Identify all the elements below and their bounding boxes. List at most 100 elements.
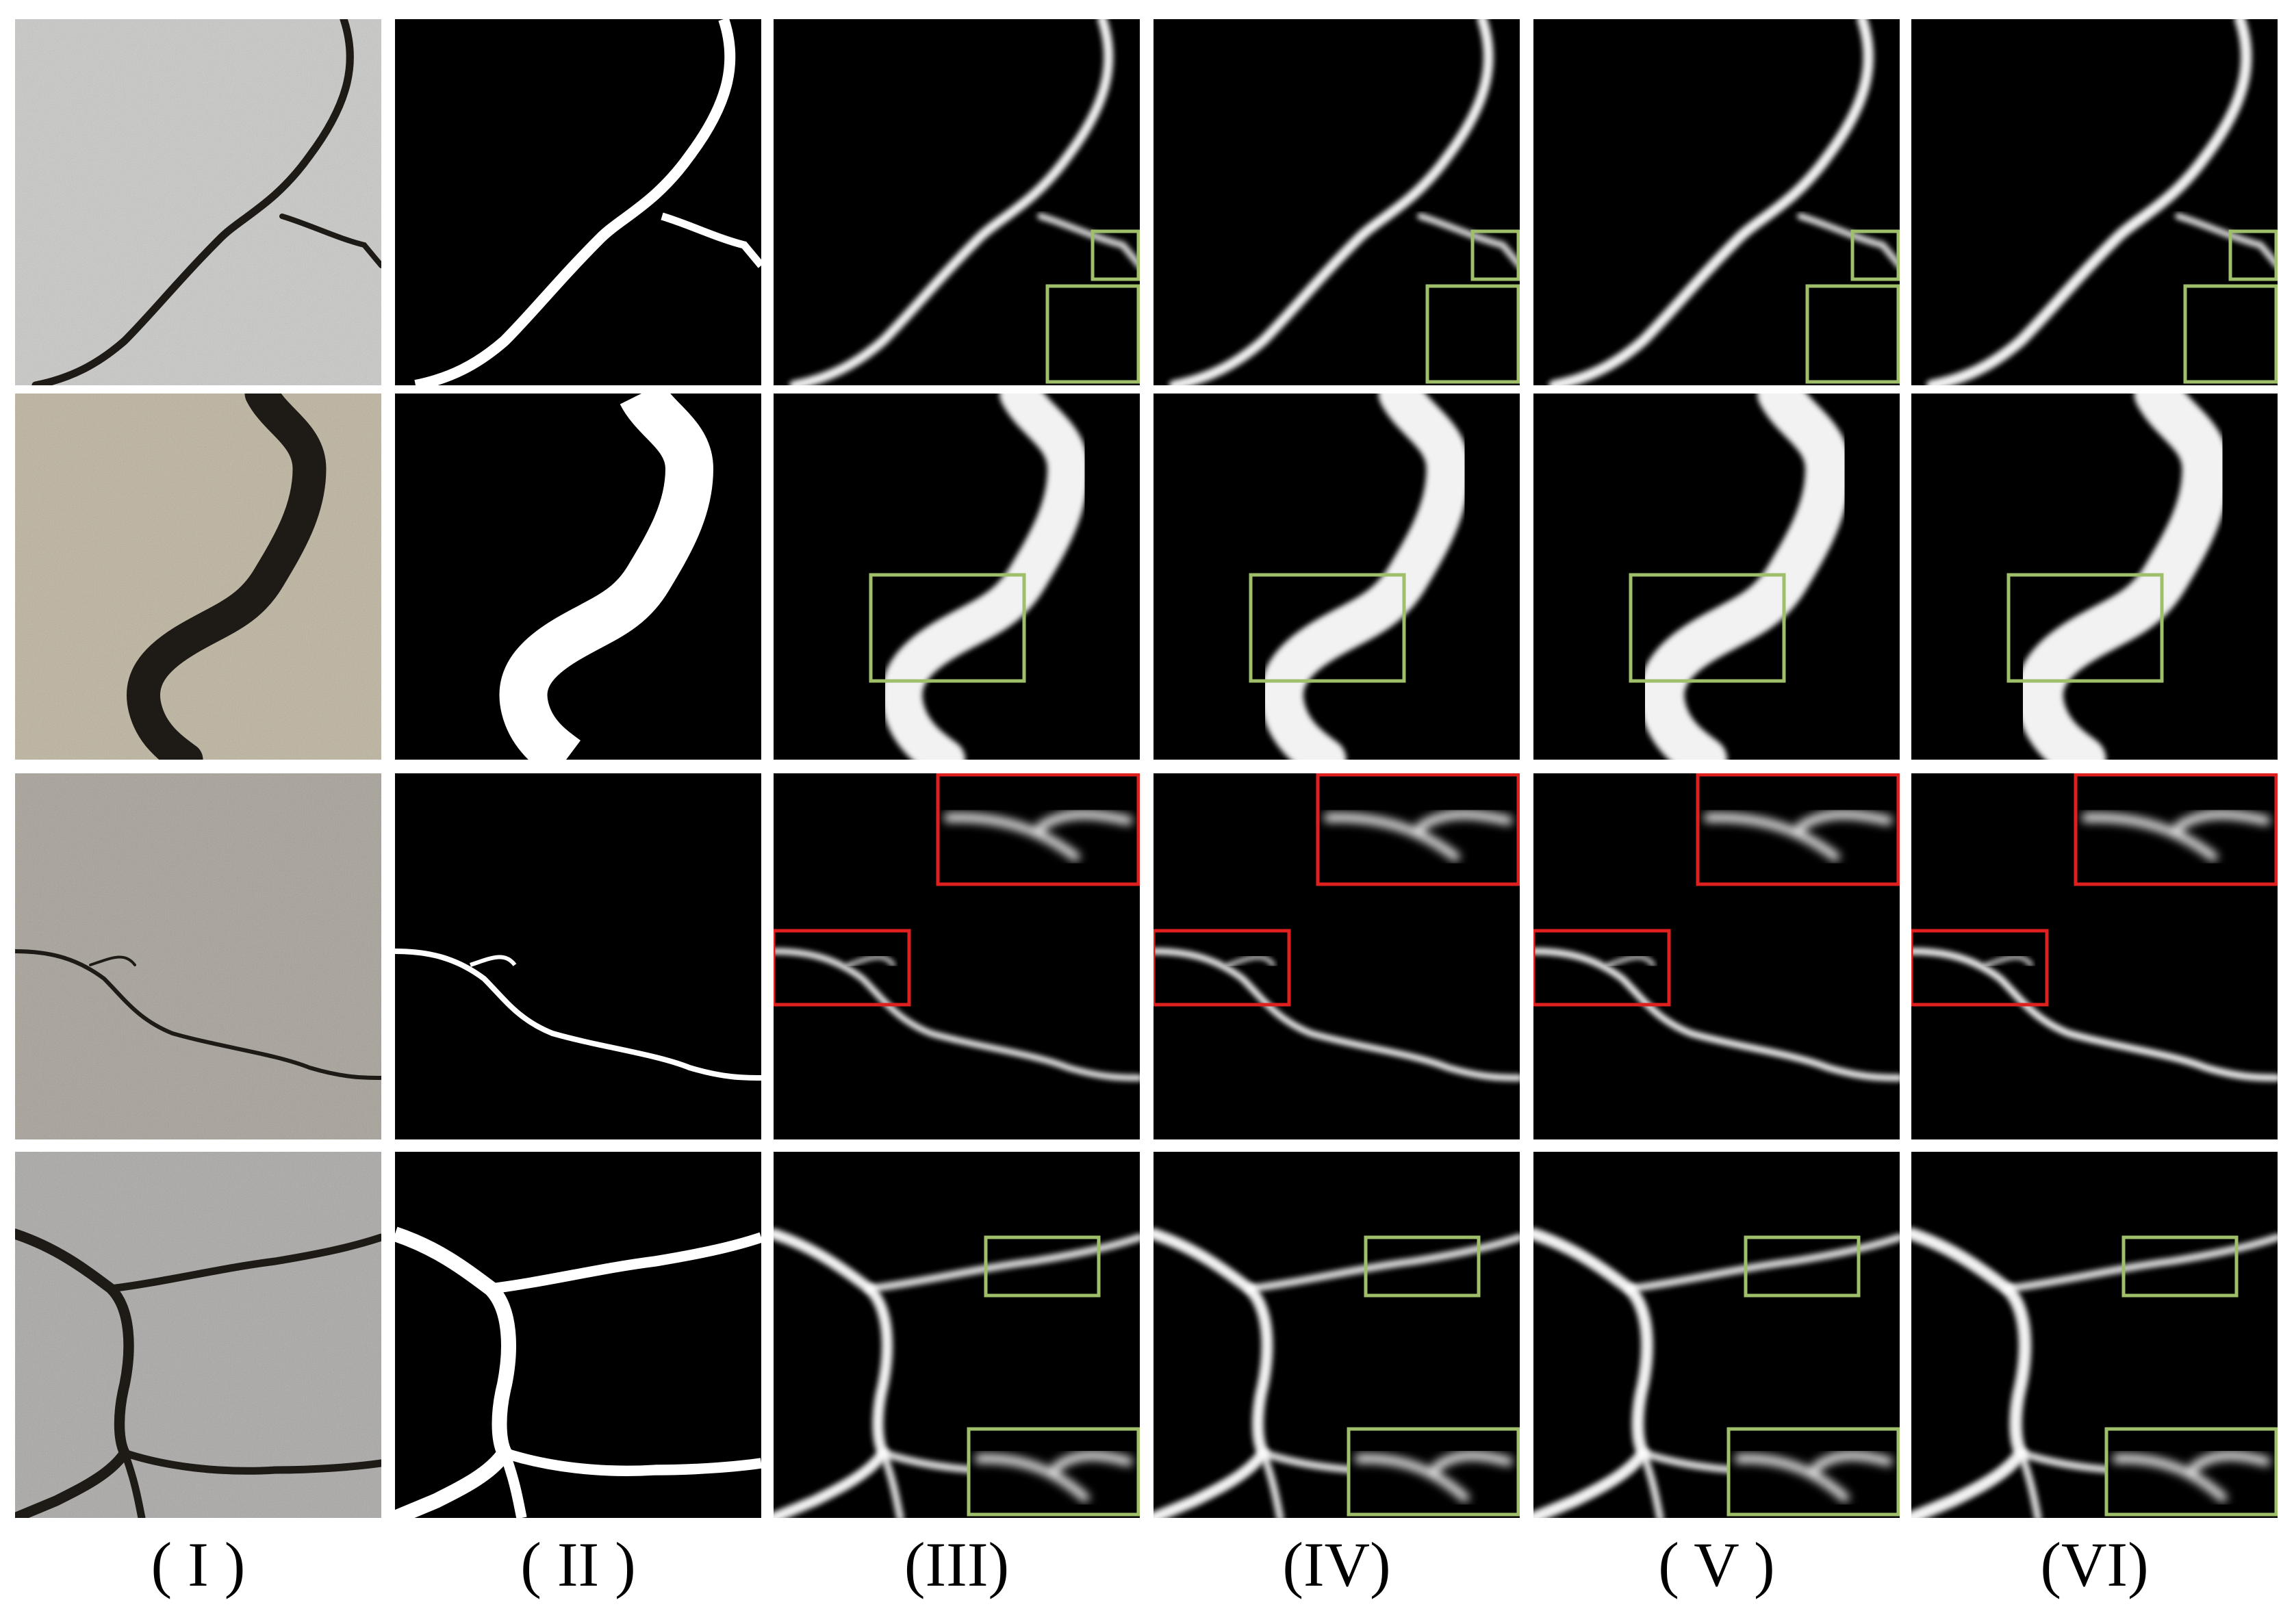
photo-crack-branch <box>107 1233 381 1518</box>
red-highlight-box <box>2074 773 2278 886</box>
column-label-4: (IV) <box>1282 1530 1391 1599</box>
zoom-inset-crack <box>2113 1451 2271 1504</box>
predicted-crack-branch <box>846 955 896 968</box>
surface-texture <box>15 773 381 1139</box>
column-label-6: (VI) <box>2040 1530 2149 1599</box>
ground-truth-crack-branch <box>490 1232 761 1518</box>
predicted-crack <box>1549 19 1874 385</box>
green-highlight-box <box>1470 229 1520 281</box>
prediction-background <box>1533 19 1900 385</box>
row-4-prediction-panel-5 <box>1533 1152 1900 1518</box>
green-highlight-box <box>1425 284 1520 384</box>
predicted-crack <box>1533 948 1900 1081</box>
photo-crack <box>15 949 381 1080</box>
ground-truth-crack-branch <box>661 212 761 268</box>
predicted-crack <box>774 948 1140 1081</box>
column-label-5: ( V ) <box>1658 1530 1775 1599</box>
predicted-crack-branch <box>2175 213 2278 269</box>
red-highlight-box <box>1533 929 1671 1007</box>
zoom-inset-crack <box>975 1451 1133 1504</box>
predicted-crack <box>1154 1228 1273 1518</box>
predicted-crack-branch <box>1984 955 2034 968</box>
green-highlight-box <box>2183 284 2278 384</box>
photo-crack <box>15 1228 134 1518</box>
green-highlight-box <box>1850 229 1900 281</box>
predicted-crack <box>2016 394 2230 760</box>
predicted-crack-branch <box>1226 955 1276 968</box>
green-highlight-box <box>1629 573 1786 683</box>
row-2-prediction-panel-5 <box>1533 394 1900 760</box>
row-3-prediction-panel-3 <box>774 773 1140 1139</box>
green-highlight-box <box>869 573 1026 683</box>
green-highlight-box <box>1726 1427 1900 1517</box>
row-1-prediction-panel-5 <box>1533 19 1900 385</box>
column-label-3: (III) <box>904 1530 1010 1599</box>
green-highlight-box <box>1347 1427 1520 1517</box>
mask-background <box>395 1152 761 1518</box>
green-highlight-box <box>967 1427 1140 1517</box>
row-4-prediction-panel-4 <box>1154 1152 1520 1518</box>
ground-truth-crack <box>499 394 713 760</box>
predicted-crack <box>1260 394 1470 760</box>
green-highlight-box <box>1249 573 1406 683</box>
predicted-crack-branch <box>1606 955 1656 968</box>
photo-crack-branch <box>279 214 381 268</box>
zoom-inset-crack <box>1355 1451 1513 1504</box>
predicted-crack <box>1533 1228 1653 1518</box>
predicted-crack-branch <box>1797 213 1900 269</box>
column-label-1: ( I ) <box>151 1530 246 1599</box>
column-label-2: ( II ) <box>520 1530 636 1599</box>
row-3-photo-panel-1 <box>15 773 381 1139</box>
row-3-prediction-panel-4 <box>1154 773 1520 1139</box>
row-3-prediction-panel-5 <box>1533 773 1900 1139</box>
zoom-inset-crack <box>1704 810 1893 862</box>
predicted-crack <box>1154 948 1520 1081</box>
row-4-prediction-panel-3 <box>774 1152 1140 1518</box>
green-highlight-box <box>2228 229 2278 281</box>
red-highlight-box <box>1696 773 1900 886</box>
red-highlight-box <box>774 929 911 1007</box>
row-4-prediction-panel-6 <box>1911 1152 2278 1518</box>
green-highlight-box <box>1744 1235 1861 1298</box>
photo-crack-branch <box>89 955 136 966</box>
red-highlight-box <box>936 773 1140 886</box>
surface-texture <box>15 19 381 385</box>
prediction-background <box>1911 19 2278 385</box>
mask-background <box>395 19 761 385</box>
zoom-inset-crack <box>944 810 1133 862</box>
row-1-ground-truth-panel-2 <box>395 19 761 385</box>
green-highlight-box <box>2006 573 2164 683</box>
green-highlight-box <box>1091 229 1140 281</box>
zoom-inset-crack <box>1735 1451 1893 1504</box>
ground-truth-crack <box>414 19 736 385</box>
red-highlight-box <box>1154 929 1291 1007</box>
photo-crack <box>31 19 354 385</box>
row-1-prediction-panel-3 <box>774 19 1140 385</box>
ground-truth-crack-branch <box>470 955 517 967</box>
predicted-crack <box>1911 1227 2032 1518</box>
green-highlight-box <box>1045 284 1140 384</box>
row-2-photo-panel-1 <box>15 394 381 760</box>
green-highlight-box <box>2104 1427 2278 1517</box>
row-1-prediction-panel-4 <box>1154 19 1520 385</box>
ground-truth-crack <box>395 1226 516 1518</box>
mask-background <box>395 773 761 1139</box>
predicted-crack <box>1911 947 2278 1082</box>
row-3-prediction-panel-6 <box>1911 773 2278 1139</box>
red-highlight-box <box>1316 773 1520 886</box>
predicted-crack-branch <box>1037 213 1140 269</box>
predicted-crack <box>774 1228 893 1518</box>
row-1-prediction-panel-6 <box>1911 19 2278 385</box>
ground-truth-crack <box>395 949 761 1081</box>
row-2-ground-truth-panel-2 <box>395 394 761 760</box>
row-1-photo-panel-1 <box>15 19 381 385</box>
prediction-background <box>1154 19 1520 385</box>
row-4-ground-truth-panel-2 <box>395 1152 761 1518</box>
predicted-crack <box>789 19 1114 385</box>
row-4-photo-panel-1 <box>15 1152 381 1518</box>
green-highlight-box <box>2121 1235 2239 1298</box>
green-highlight-box <box>1364 1235 1481 1298</box>
row-2-prediction-panel-3 <box>774 394 1140 760</box>
surface-texture <box>15 1152 381 1518</box>
predicted-crack <box>881 394 1089 760</box>
